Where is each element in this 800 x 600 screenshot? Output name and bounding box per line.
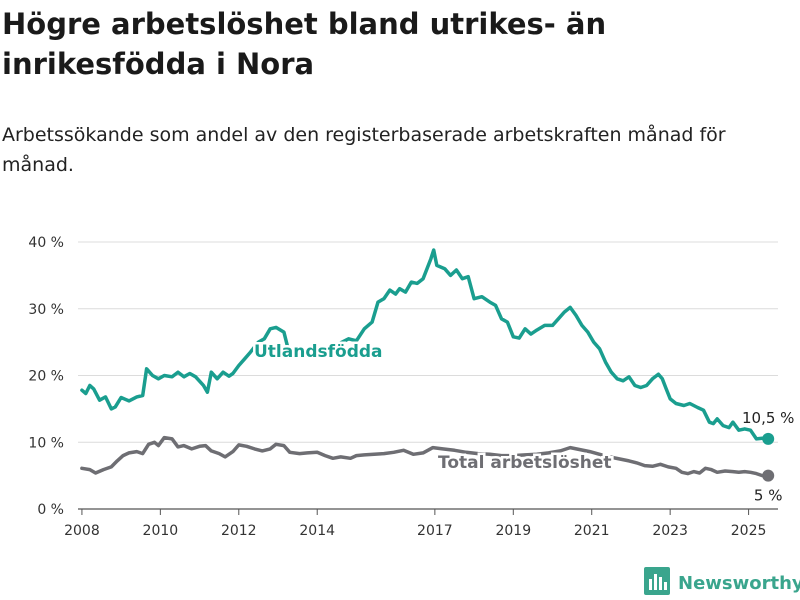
bar-chart-logo-icon [644,567,670,599]
chart-title: Högre arbetslöshet bland utrikes- än inr… [2,7,607,81]
series-lines [80,248,775,482]
x-tick-label: 2025 [731,523,767,539]
series-line-total [80,435,770,478]
chart-subtitle: Arbetssökande som andel av den registerb… [2,124,726,176]
series-label-total: Total arbetslöshet [438,453,612,473]
y-tick-label: 30 % [28,302,64,318]
gridlines: 0 % 10 % 20 % 30 % 40 % [28,235,778,518]
series-labels: Utlandsfödda Total arbetslöshet 10,5 % 5 % [252,340,795,505]
end-label-total: 5 % [754,487,783,505]
series-label-utlandsfodda: Utlandsfödda [254,342,383,362]
end-point-total [762,469,775,482]
brand-name: Newsworthy [678,572,800,594]
end-label-utlandsfodda: 10,5 % [742,409,794,427]
x-tick-label: 2012 [221,523,257,539]
x-tick-label: 2017 [417,523,453,539]
x-tick-label: 2014 [299,523,335,539]
y-tick-label: 20 % [28,369,64,385]
x-tick-label: 2021 [574,523,610,539]
x-tick-label: 2008 [64,523,100,539]
y-tick-label: 10 % [28,435,64,451]
brand-logo: Newsworthy [644,567,800,599]
x-tick-label: 2010 [143,523,179,539]
y-tick-label: 0 % [37,502,64,518]
x-tick-label: 2023 [652,523,688,539]
end-point-utlandsfodda [762,432,775,445]
x-axis: 2008 2010 2012 2014 2017 2019 2021 2023 2025 [64,509,766,539]
y-tick-label: 40 % [28,235,64,251]
series-line-utlandsfodda [80,248,770,441]
x-tick-label: 2019 [495,523,531,539]
